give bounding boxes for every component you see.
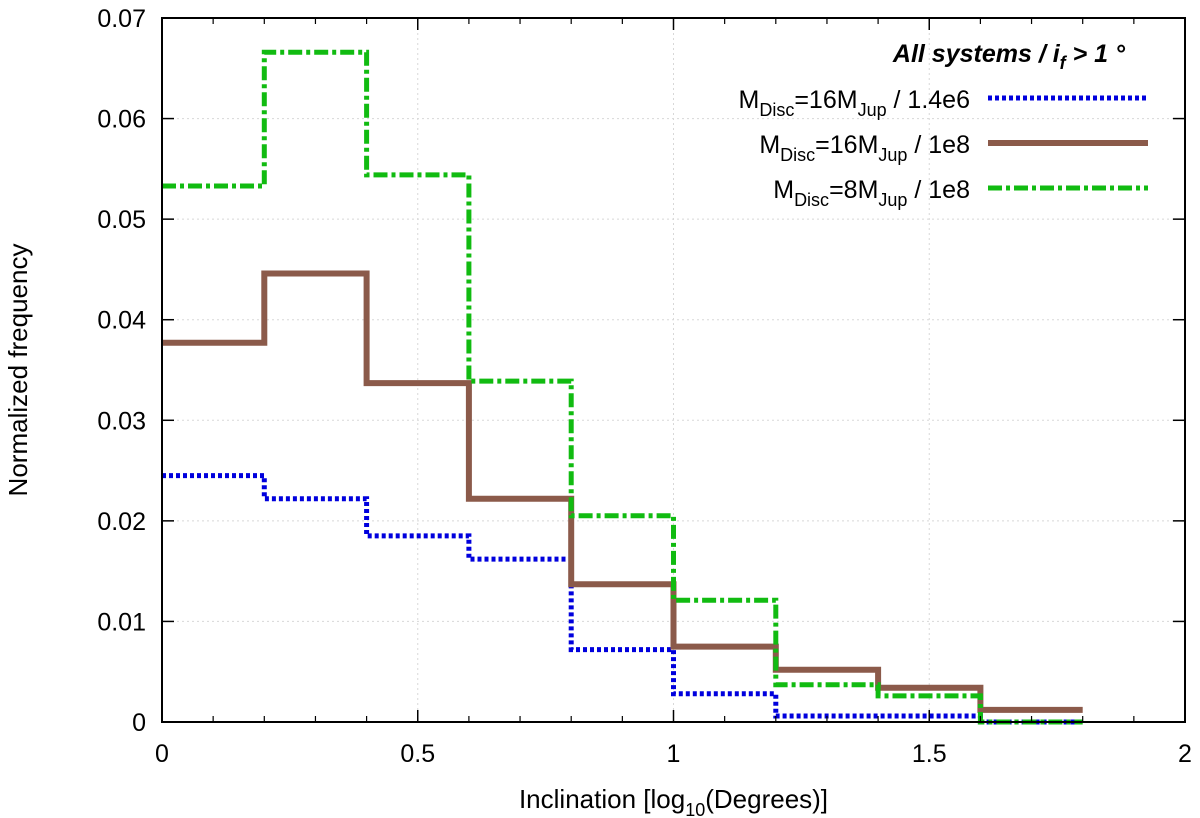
axis-labels: Inclination [log10(Degrees)] Normalized f… xyxy=(3,244,828,818)
y-tick-label: 0.07 xyxy=(97,5,146,33)
series-2-histogram-line xyxy=(162,270,1083,713)
y-tick-label: 0.06 xyxy=(97,106,146,134)
x-tick-label: 2 xyxy=(1178,740,1192,768)
legend: All systems / if > 1 ° MDisc=16MJup / 1.4… xyxy=(739,40,1148,210)
x-tick-label: 1.5 xyxy=(912,740,947,768)
x-tick-label: 0.5 xyxy=(400,740,435,768)
legend-label-1: MDisc=16MJup / 1.4e6 xyxy=(739,86,971,120)
series-3-histogram-line xyxy=(162,49,1083,725)
series-1-histogram-line xyxy=(162,473,1083,725)
legend-title: All systems / if > 1 ° xyxy=(892,40,1126,73)
y-tick-label: 0.01 xyxy=(97,608,146,636)
y-tick-label: 0.04 xyxy=(97,307,146,335)
y-tick-label: 0 xyxy=(132,709,146,737)
series-layer xyxy=(162,49,1083,725)
y-tick-label: 0.02 xyxy=(97,508,146,536)
x-tick-label: 1 xyxy=(667,740,681,768)
axis-ticks: 0 0.5 1 1.5 2 0 0.01 0.02 0.03 0.04 0.05 0.06 0.07 xyxy=(97,5,1192,768)
legend-label-3: MDisc=8MJup / 1e8 xyxy=(773,176,970,210)
y-tick-label: 0.03 xyxy=(97,407,146,435)
x-tick-label: 0 xyxy=(155,740,169,768)
legend-label-2: MDisc=16MJup / 1e8 xyxy=(759,131,970,165)
y-tick-label: 0.05 xyxy=(97,206,146,234)
x-axis-label: Inclination [log10(Degrees)] xyxy=(519,784,828,818)
y-axis-label: Normalized frequency xyxy=(3,244,33,497)
